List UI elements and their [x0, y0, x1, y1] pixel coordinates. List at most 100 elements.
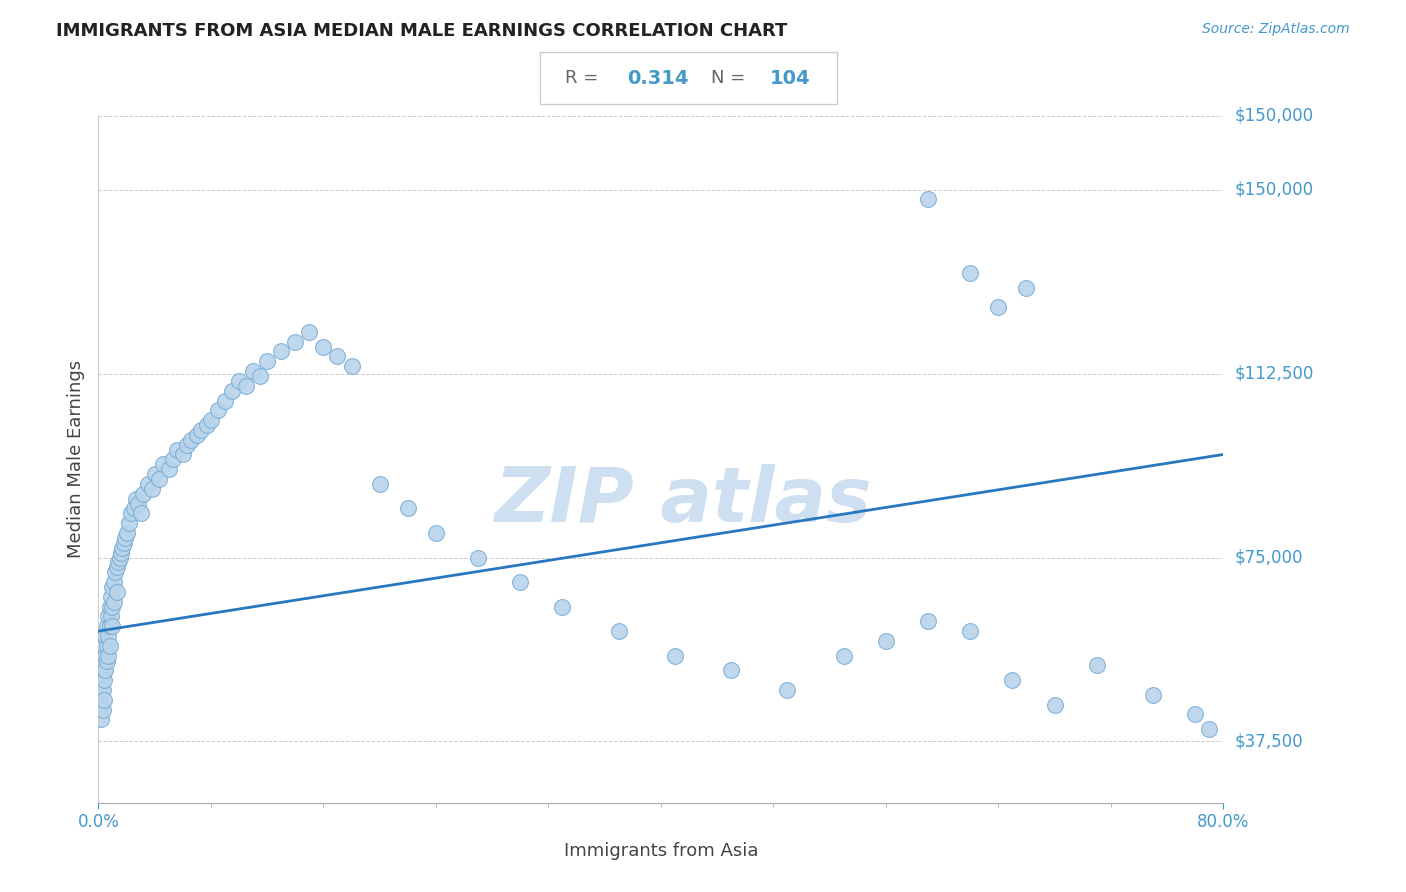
Point [368, 477, 391, 491]
Point [987, 301, 1010, 315]
FancyBboxPatch shape [540, 52, 838, 104]
Point [94, 629, 117, 643]
Point [143, 467, 166, 482]
Point [90, 683, 112, 698]
Point [105, 585, 128, 599]
Point [96, 639, 118, 653]
Point [100, 590, 122, 604]
Point [94, 664, 117, 678]
Point [115, 526, 138, 541]
Point [98, 599, 121, 614]
Point [180, 433, 202, 447]
Point [104, 566, 127, 580]
Point [166, 442, 188, 457]
Text: 0.314: 0.314 [627, 69, 689, 87]
Point [91, 648, 114, 663]
Point [195, 417, 218, 433]
Point [917, 193, 939, 207]
Point [298, 325, 321, 339]
Text: $150,000: $150,000 [1234, 180, 1313, 199]
Point [1184, 707, 1206, 722]
Point [607, 624, 630, 639]
Point [93, 693, 115, 707]
Point [103, 575, 125, 590]
Point [235, 379, 257, 393]
Point [96, 654, 118, 668]
Point [89, 703, 111, 717]
Point [664, 648, 686, 663]
Point [122, 501, 145, 516]
Point [98, 619, 121, 633]
Point [509, 575, 531, 590]
Point [172, 448, 194, 462]
Text: $150,000: $150,000 [1234, 107, 1313, 125]
Point [97, 648, 120, 663]
Text: IMMIGRANTS FROM ASIA MEDIAN MALE EARNINGS CORRELATION CHART: IMMIGRANTS FROM ASIA MEDIAN MALE EARNING… [56, 22, 787, 40]
Point [105, 560, 128, 574]
Point [120, 507, 142, 521]
Point [1015, 281, 1038, 295]
Point [107, 555, 129, 570]
Point [141, 482, 163, 496]
Point [340, 359, 363, 374]
Text: $37,500: $37,500 [1234, 732, 1303, 750]
Point [1142, 688, 1164, 702]
Point [396, 501, 419, 516]
Point [249, 369, 271, 384]
Point [326, 350, 349, 364]
Point [100, 609, 122, 624]
Point [90, 698, 112, 712]
Point [157, 462, 180, 476]
Point [97, 609, 120, 624]
Point [91, 703, 114, 717]
Point [228, 374, 250, 388]
Text: ZIP atlas: ZIP atlas [495, 464, 872, 538]
Point [467, 550, 489, 565]
Point [242, 364, 264, 378]
Text: 104: 104 [769, 69, 810, 87]
Point [89, 688, 111, 702]
Point [959, 624, 981, 639]
Text: R =: R = [565, 69, 605, 87]
Point [89, 673, 111, 688]
Point [101, 580, 124, 594]
Point [114, 531, 136, 545]
Point [270, 344, 292, 359]
Point [110, 546, 132, 560]
Text: $112,500: $112,500 [1234, 365, 1313, 383]
Y-axis label: Median Male Earnings: Median Male Earnings [66, 360, 84, 558]
Point [129, 507, 152, 521]
Point [221, 384, 243, 398]
Point [425, 526, 447, 541]
Point [1198, 723, 1220, 737]
Point [112, 535, 135, 549]
Point [190, 423, 212, 437]
Point [101, 599, 124, 614]
Point [776, 683, 799, 698]
Point [125, 491, 148, 506]
Point [94, 648, 117, 663]
Point [148, 472, 170, 486]
Point [1001, 673, 1024, 688]
Point [720, 664, 742, 678]
Point [108, 550, 131, 565]
Point [207, 403, 229, 417]
Point [832, 648, 855, 663]
Point [162, 452, 184, 467]
Point [214, 393, 236, 408]
Point [200, 413, 222, 427]
Point [93, 673, 115, 688]
Point [91, 683, 114, 698]
Point [103, 595, 125, 609]
Point [127, 496, 149, 510]
Point [284, 334, 307, 349]
Point [152, 458, 174, 472]
Point [132, 487, 155, 501]
Point [93, 639, 115, 653]
Point [256, 354, 278, 368]
Point [93, 658, 115, 673]
Point [551, 599, 574, 614]
Point [91, 668, 114, 682]
Point [101, 619, 124, 633]
Text: N =: N = [710, 69, 751, 87]
